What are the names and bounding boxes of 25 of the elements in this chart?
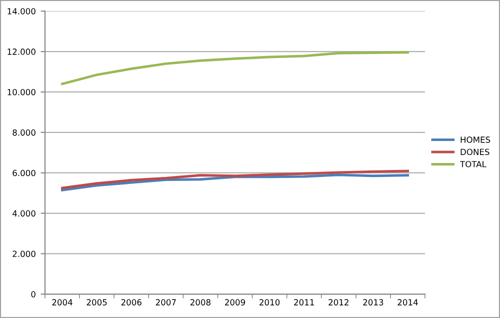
x-tick-label: 2011 — [294, 299, 314, 306]
x-tick-label: 2006 — [121, 299, 142, 306]
y-tick-label: 0 — [31, 291, 36, 298]
x-tick-label: 2009 — [225, 299, 246, 306]
y-tick-label: 14.000 — [8, 8, 36, 14]
y-tick-label: 6.000 — [12, 170, 36, 176]
x-tick-label: 2012 — [328, 299, 348, 306]
y-tick-label: 10.000 — [8, 88, 36, 96]
x-tick-label: 2007 — [156, 299, 176, 306]
x-tick-label: 2008 — [190, 299, 210, 306]
legend-label: HOMES — [460, 136, 490, 143]
legend-label: TOTAL — [460, 160, 486, 168]
x-tick-label: 2014 — [398, 299, 418, 306]
y-tick-label: 2.000 — [12, 250, 36, 258]
x-tick-label: 2005 — [86, 299, 107, 306]
line-series — [61, 51, 409, 86]
line-series — [61, 170, 409, 190]
y-tick-label: 8.000 — [12, 129, 36, 136]
x-tick-label: 2004 — [52, 299, 72, 306]
x-tick-label: 2013 — [363, 299, 384, 306]
x-tick-label: 2010 — [260, 299, 280, 306]
y-tick-label: 4.000 — [12, 210, 36, 217]
legend-label: DONES — [460, 148, 490, 156]
line-series — [61, 174, 409, 192]
y-tick-label: 12.000 — [8, 48, 36, 55]
